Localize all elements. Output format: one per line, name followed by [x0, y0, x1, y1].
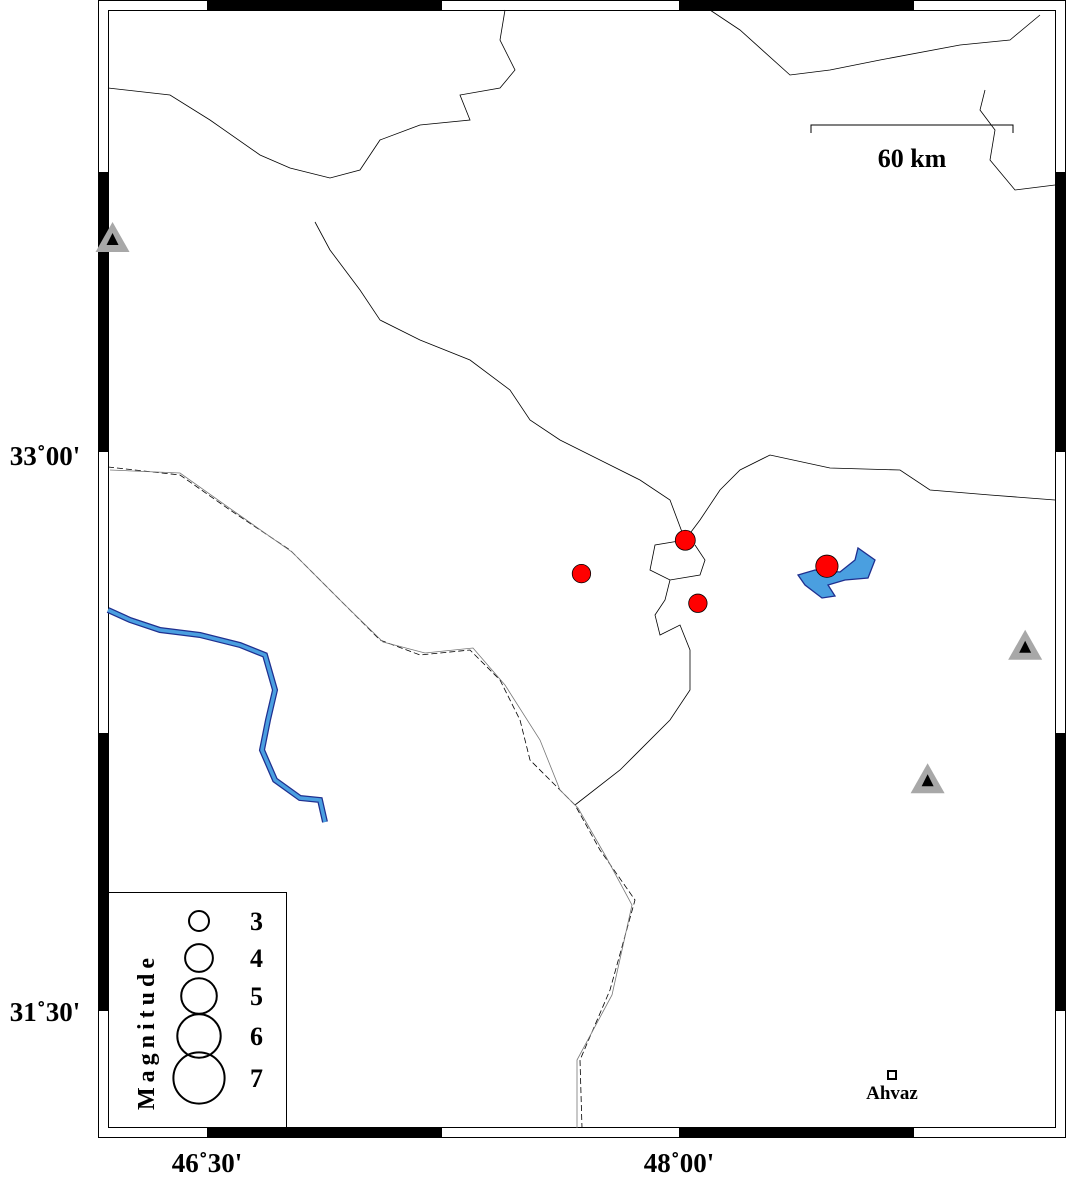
river: [106, 607, 328, 823]
station-triangle-icon: [1008, 629, 1043, 660]
earthquake-event: [688, 593, 708, 613]
border-east-north: [979, 89, 1056, 191]
legend-circle: [172, 1051, 226, 1105]
border-province: [314, 221, 686, 541]
border-north-east: [709, 9, 1041, 76]
seismic-stations: [95, 221, 1043, 794]
station-triangle-icon: [95, 221, 130, 252]
axis-labels: 46˚30' 48˚00' 33˚00' 31˚30': [10, 441, 715, 1177]
earthquake-event: [815, 554, 839, 578]
reservoir: [796, 546, 876, 599]
legend-circle: [188, 910, 210, 932]
legend-label: 4: [250, 944, 263, 973]
legend-title: Magnitude: [134, 953, 160, 1110]
city-label: Ahvaz: [866, 1083, 918, 1104]
station-triangle-icon: [910, 763, 945, 794]
lon-tick-label: 46˚30': [172, 1148, 243, 1177]
earthquake-events: [571, 529, 839, 613]
scale-bar: 60 km: [810, 124, 1014, 173]
earthquake-event: [571, 564, 592, 584]
map-frame: [98, 0, 1066, 1138]
legend-circle: [176, 1013, 222, 1059]
legend-circle: [184, 943, 214, 973]
region-outline: [574, 539, 706, 806]
borders: [107, 9, 1056, 1129]
legend-label: 3: [250, 907, 263, 936]
scale-bar-label: 60 km: [878, 144, 947, 173]
earthquake-event: [674, 529, 696, 551]
lon-tick-label: 48˚00': [644, 1148, 715, 1177]
lat-tick-label: 31˚30': [10, 997, 81, 1027]
legend-label: 5: [250, 982, 263, 1011]
water-bodies: [106, 546, 876, 823]
border-north: [107, 9, 516, 179]
legend-label: 7: [250, 1064, 263, 1093]
legend-label: 6: [250, 1022, 263, 1051]
lat-tick-label: 33˚00': [10, 441, 81, 471]
iraq-iran-border-solid: [109, 469, 633, 1128]
city-ahvaz: Ahvaz: [866, 1070, 918, 1104]
legend: Magnitude 3 4 5 6 7: [108, 892, 287, 1128]
border-karkheh: [684, 454, 1056, 541]
